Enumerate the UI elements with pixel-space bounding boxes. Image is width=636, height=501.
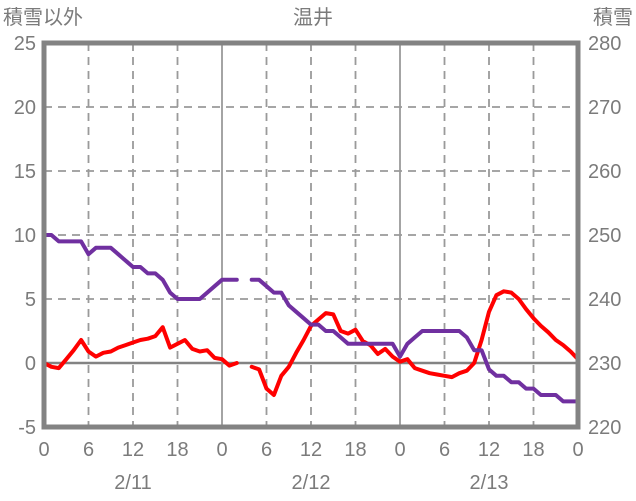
right-axis-tick: 280 (588, 33, 621, 55)
right-axis-title: 積雪 (593, 6, 633, 29)
x-hour-tick: 12 (300, 439, 322, 461)
left-axis-tick: -5 (18, 417, 36, 439)
x-hour-tick: 0 (38, 439, 49, 461)
temperature-series-line (42, 289, 580, 397)
left-axis-tick: 25 (14, 33, 36, 55)
left-axis-title: 積雪以外 (3, 6, 83, 29)
x-date-label: 2/13 (470, 472, 509, 494)
x-hour-tick: 0 (216, 439, 227, 461)
chart-title: 温井 (293, 6, 333, 29)
x-hour-tick: 12 (122, 439, 144, 461)
x-date-label: 2/11 (114, 472, 151, 494)
left-axis-tick: 5 (25, 289, 36, 311)
plot-frame (41, 40, 581, 430)
right-axis-tick: 250 (588, 225, 621, 247)
right-axis-tick: 220 (588, 417, 621, 439)
right-axis-tick: 230 (588, 353, 621, 375)
x-hour-tick: 6 (261, 439, 272, 461)
right-axis-tick: 260 (588, 161, 621, 183)
left-axis-tick: 15 (14, 161, 36, 183)
x-hour-tick: 18 (166, 439, 188, 461)
x-hour-tick: 6 (83, 439, 94, 461)
left-axis-tick: 0 (25, 353, 36, 375)
x-hour-tick: 18 (344, 439, 366, 461)
right-axis-tick: 270 (588, 97, 621, 119)
x-hour-tick: 12 (478, 439, 500, 461)
x-date-label: 2/12 (292, 472, 331, 494)
left-axis-tick: 20 (14, 97, 36, 119)
x-hour-tick: 0 (572, 439, 583, 461)
x-hour-tick: 0 (394, 439, 405, 461)
right-axis-tick: 240 (588, 289, 621, 311)
left-axis-tick: 10 (14, 225, 36, 247)
x-hour-tick: 6 (439, 439, 450, 461)
snow-depth-series-line (42, 233, 580, 404)
grid-layer (44, 43, 578, 427)
x-hour-tick: 18 (522, 439, 544, 461)
series-layer (42, 233, 580, 404)
